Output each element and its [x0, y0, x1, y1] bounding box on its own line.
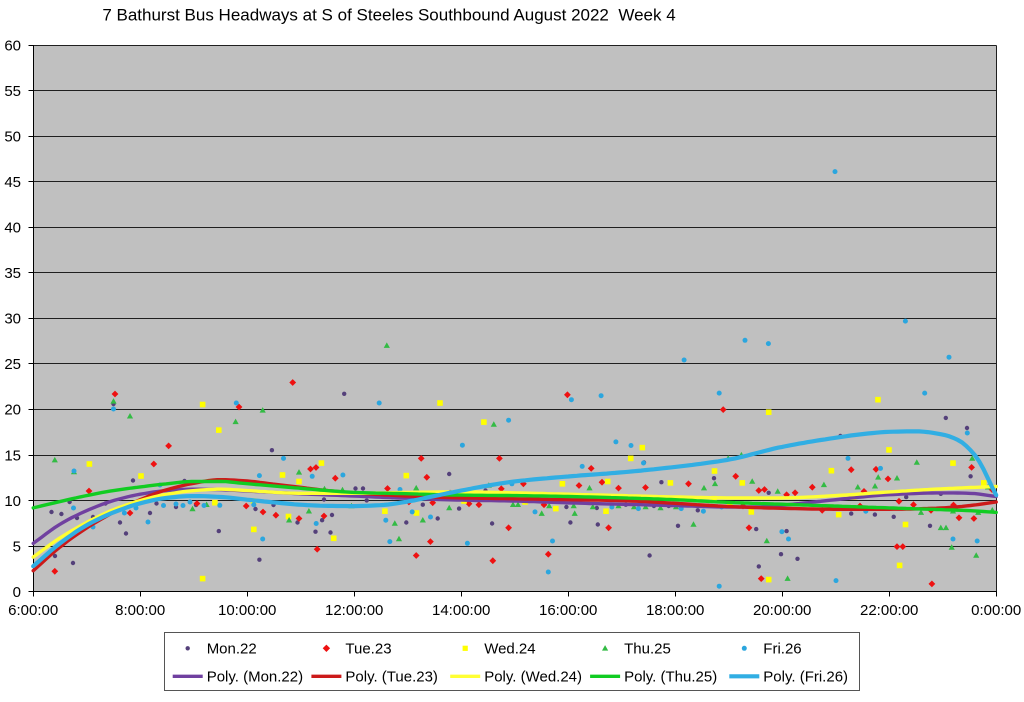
- svg-text:15: 15: [4, 447, 21, 464]
- svg-text:Mon.22: Mon.22: [207, 641, 257, 658]
- svg-text:0: 0: [13, 584, 21, 601]
- svg-text:Tue.23: Tue.23: [345, 641, 391, 658]
- svg-text:10: 10: [4, 493, 21, 510]
- svg-text:20:00:00: 20:00:00: [753, 602, 811, 619]
- svg-text:18:00:00: 18:00:00: [646, 602, 704, 619]
- svg-text:5: 5: [13, 538, 21, 555]
- svg-text:50: 50: [4, 128, 21, 145]
- svg-text:16:00:00: 16:00:00: [539, 602, 597, 619]
- svg-text:Poly. (Fri.26): Poly. (Fri.26): [763, 669, 848, 686]
- svg-text:40: 40: [4, 220, 21, 237]
- svg-text:Fri.26: Fri.26: [763, 641, 801, 658]
- svg-text:6:00:00: 6:00:00: [8, 602, 58, 619]
- svg-text:Wed.24: Wed.24: [484, 641, 535, 658]
- svg-text:35: 35: [4, 265, 21, 282]
- svg-text:0:00:00: 0:00:00: [971, 602, 1021, 619]
- svg-text:12:00:00: 12:00:00: [325, 602, 383, 619]
- svg-text:Poly. (Wed.24): Poly. (Wed.24): [484, 669, 582, 686]
- svg-text:Thu.25: Thu.25: [624, 641, 671, 658]
- svg-text:Poly. (Tue.23): Poly. (Tue.23): [345, 669, 438, 686]
- svg-text:25: 25: [4, 356, 21, 373]
- svg-text:22:00:00: 22:00:00: [860, 602, 918, 619]
- svg-text:8:00:00: 8:00:00: [115, 602, 165, 619]
- svg-text:14:00:00: 14:00:00: [432, 602, 490, 619]
- svg-text:Poly. (Thu.25): Poly. (Thu.25): [624, 669, 717, 686]
- svg-text:60: 60: [4, 37, 21, 54]
- svg-text:55: 55: [4, 83, 21, 100]
- svg-text:45: 45: [4, 174, 21, 191]
- svg-text:10:00:00: 10:00:00: [218, 602, 276, 619]
- svg-text:20: 20: [4, 402, 21, 419]
- svg-text:7 Bathurst Bus Headways at S o: 7 Bathurst Bus Headways at S of Steeles …: [102, 6, 675, 25]
- svg-text:30: 30: [4, 311, 21, 328]
- svg-text:Poly. (Mon.22): Poly. (Mon.22): [207, 669, 303, 686]
